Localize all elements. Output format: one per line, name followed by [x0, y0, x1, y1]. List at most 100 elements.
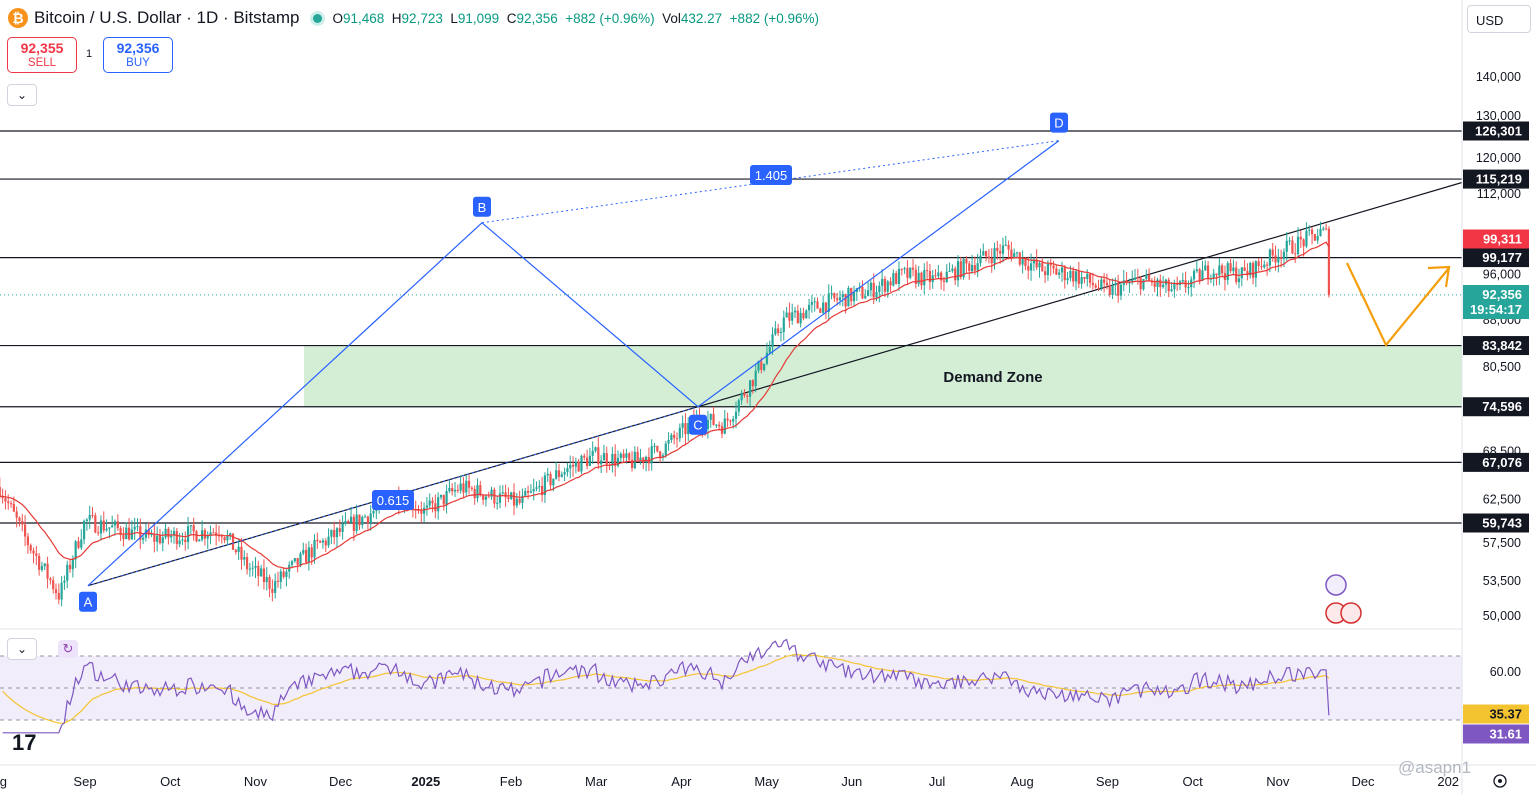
legend-collapse-button[interactable]: ⌄: [7, 84, 37, 106]
candle-body: [1299, 236, 1302, 240]
candle-body: [21, 521, 24, 525]
currency-selector[interactable]: USD: [1467, 5, 1531, 33]
candle-body: [57, 592, 60, 600]
candle-body: [729, 420, 732, 422]
candle-body: [493, 489, 496, 504]
candle-body: [923, 270, 926, 286]
abcd-pattern[interactable]: A B C D 0.615 1.405: [79, 112, 1068, 612]
candle-body: [948, 270, 951, 272]
ema-line: [0, 241, 1330, 570]
candle-body: [102, 520, 105, 531]
price-tick-label: 130,000: [1476, 109, 1521, 123]
candle-body: [543, 475, 547, 496]
candle-body: [206, 536, 209, 539]
price-tick-label: 96,000: [1483, 268, 1521, 282]
candle-body: [1066, 278, 1069, 281]
projection-arrow[interactable]: [1346, 262, 1451, 348]
candle-body: [864, 296, 867, 299]
buy-button[interactable]: 92,356 BUY: [103, 37, 173, 73]
candle-body: [198, 539, 201, 542]
candle-body: [71, 559, 74, 570]
candle-body: [304, 549, 308, 563]
candle-body: [866, 290, 870, 297]
candle-body: [321, 540, 325, 543]
candle-body: [15, 511, 18, 518]
candle-body: [959, 261, 962, 278]
candle-body: [956, 261, 960, 281]
candle-body: [591, 450, 594, 456]
candle-body: [970, 265, 974, 272]
candle-body: [26, 536, 29, 546]
rsi-collapse-button[interactable]: ⌄: [7, 638, 37, 660]
candle-body: [142, 537, 145, 540]
sell-button[interactable]: 92,355 SELL: [7, 37, 77, 73]
candle-body: [914, 269, 917, 284]
price-tick-label: 140,000: [1476, 70, 1521, 84]
candle-body: [313, 539, 316, 558]
candle-body: [1060, 267, 1064, 273]
candle-body: [4, 497, 7, 502]
time-tick-label: Oct: [160, 774, 181, 789]
candle-body: [445, 491, 448, 505]
pattern-point-label: C: [693, 418, 702, 433]
candle-body: [687, 422, 690, 435]
horizontal-levels[interactable]: [0, 130, 1462, 524]
symbol-title[interactable]: Bitcoin / U.S. Dollar · 1D · Bitstamp: [34, 8, 300, 27]
candle-body: [1260, 266, 1263, 268]
candle-body: [1308, 229, 1311, 231]
candle-body: [802, 312, 805, 319]
candle-body: [777, 328, 780, 333]
candle-body: [779, 331, 783, 333]
candle-body: [434, 503, 437, 512]
candle-body: [968, 263, 971, 272]
candle-body: [1021, 257, 1024, 265]
level-price-badge-text: 99,177: [1482, 250, 1522, 265]
candle-body: [659, 451, 662, 458]
candle-body: [29, 545, 32, 551]
candle-body: [501, 492, 504, 494]
candle-body: [1131, 279, 1134, 283]
candle-body: [580, 455, 583, 472]
candle-body: [38, 555, 41, 570]
chevron-down-icon: ⌄: [16, 642, 28, 656]
candle-body: [237, 546, 240, 553]
rsi-pane: [0, 628, 1536, 734]
time-tick-label: Mar: [585, 774, 608, 789]
candle-body: [1013, 253, 1016, 259]
candle-body: [437, 497, 440, 512]
rsi-settings-icon[interactable]: ↻: [58, 640, 78, 658]
candle-body: [807, 304, 811, 311]
candle-body: [810, 302, 813, 305]
candle-body: [1229, 263, 1232, 272]
candle-body: [108, 527, 111, 529]
candle-body: [54, 589, 58, 593]
time-axis[interactable]: ug Sep Oct Nov Dec 2025 Feb Mar Apr May Jun Jul Aug S…: [0, 574, 1536, 789]
rsi-value-badge-text: 31.61: [1489, 727, 1522, 742]
candle-body: [588, 455, 591, 467]
candle-body: [670, 434, 673, 440]
candle-body: [566, 468, 569, 473]
candle-body: [577, 461, 580, 472]
candle-body: [1288, 240, 1291, 242]
candle-body: [195, 531, 198, 542]
candle-body: [113, 521, 117, 526]
price-axis[interactable]: 50,00053,50057,50062,50068,50080,50088,0…: [1461, 0, 1536, 794]
candle-body: [119, 528, 122, 536]
candle-body: [748, 380, 752, 397]
candle-body: [310, 547, 313, 558]
lightning-event-icon: [1325, 574, 1347, 596]
candle-body: [583, 455, 586, 458]
candle-body: [940, 272, 943, 281]
candle-body: [1097, 287, 1100, 289]
time-tick-label: Jun: [841, 774, 862, 789]
candle-body: [585, 457, 589, 467]
candle-body: [768, 347, 771, 353]
sell-price: 92,355: [20, 40, 64, 56]
candle-body: [639, 457, 642, 461]
level-price-badge: [1463, 452, 1529, 472]
candle-body: [490, 489, 493, 497]
candle-body: [861, 286, 864, 299]
trendline-layer[interactable]: [87, 181, 1463, 587]
candle-body: [82, 520, 86, 540]
